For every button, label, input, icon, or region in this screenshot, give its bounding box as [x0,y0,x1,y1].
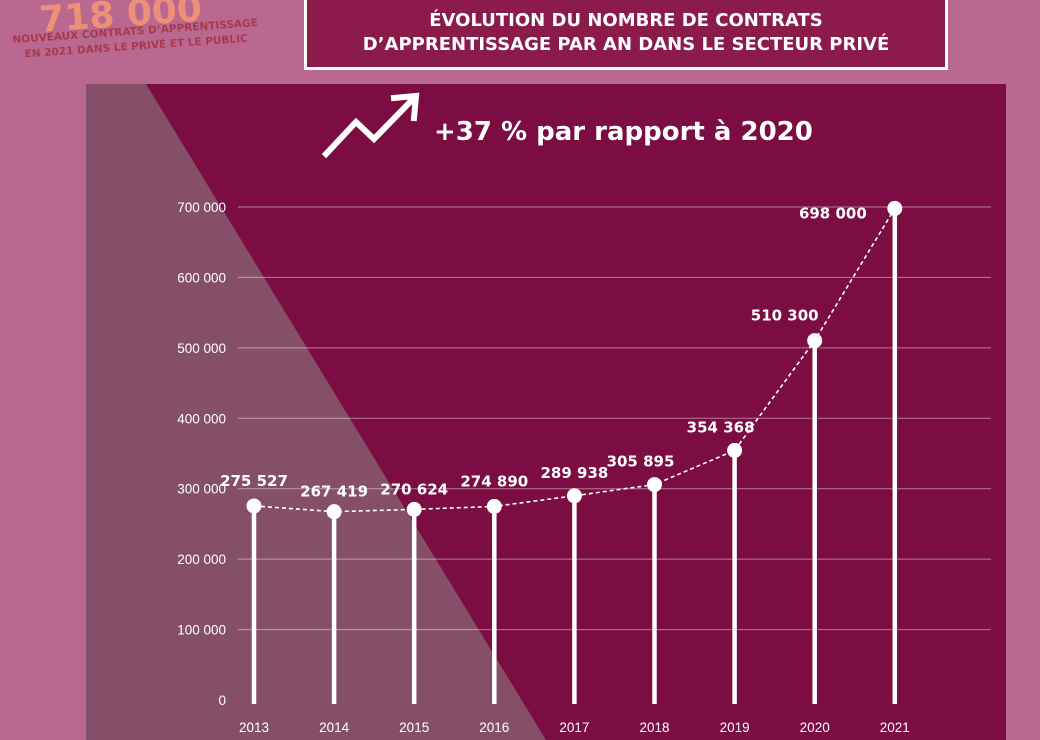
data-label: 270 624 [380,480,448,498]
y-tick-label: 100 000 [177,623,226,638]
chart-svg: 0 100 000 200 000 300 000 400 000 500 000 600 … [86,84,1006,740]
y-tick-label: 200 000 [177,552,226,567]
y-tick-label: 400 000 [177,411,226,426]
data-point [887,200,903,216]
trend-up-arrow-icon [321,92,420,159]
data-point [807,333,823,349]
y-tick-label: 300 000 [177,482,226,497]
data-point [246,498,262,514]
stems [251,208,898,704]
x-tick-label: 2013 [239,720,269,735]
data-point [727,442,743,458]
x-tick-label: 2018 [639,720,669,735]
data-point [406,501,422,517]
data-label: 289 938 [540,464,608,482]
x-tick-label: 2020 [800,720,830,735]
data-points [246,200,903,520]
trend-line [253,207,896,513]
y-axis: 0 100 000 200 000 300 000 400 000 500 000 600 … [177,200,226,708]
data-point [486,498,502,514]
chart-title: ÉVOLUTION DU NOMBRE DE CONTRATS D’APPREN… [307,9,945,57]
data-point [566,488,582,504]
growth-text: +37 % par rapport à 2020 [434,117,813,147]
data-point [647,477,662,493]
title-box: ÉVOLUTION DU NOMBRE DE CONTRATS D’APPREN… [304,0,948,70]
chart-shade [86,84,546,740]
y-tick-label: 0 [218,693,226,708]
x-tick-label: 2014 [319,720,350,735]
data-label: 305 895 [607,453,675,471]
data-label: 510 300 [751,307,819,325]
x-tick-label: 2016 [479,720,509,735]
x-tick-label: 2017 [559,720,589,735]
data-label: 354 368 [687,418,755,436]
chart-panel: 0 100 000 200 000 300 000 400 000 500 000 600 … [86,84,1006,740]
data-point [326,504,342,520]
data-label: 275 527 [220,472,288,490]
data-label: 274 890 [460,472,528,490]
grid-lines [238,206,991,631]
x-tick-label: 2015 [399,720,429,735]
x-tick-label: 2021 [880,720,910,735]
data-label: 698 000 [799,204,867,222]
y-tick-label: 600 000 [177,270,226,285]
x-tick-label: 2019 [720,720,750,735]
chart-title-line1: ÉVOLUTION DU NOMBRE DE CONTRATS [429,10,823,31]
x-axis: 2013 2014 2015 2016 2017 2018 2019 2020 2021 [239,720,910,735]
y-tick-label: 700 000 [177,200,226,215]
data-label: 267 419 [300,483,368,501]
chart-title-line2: D’APPRENTISSAGE PAR AN DANS LE SECTEUR P… [362,34,890,55]
y-tick-label: 500 000 [177,341,226,356]
